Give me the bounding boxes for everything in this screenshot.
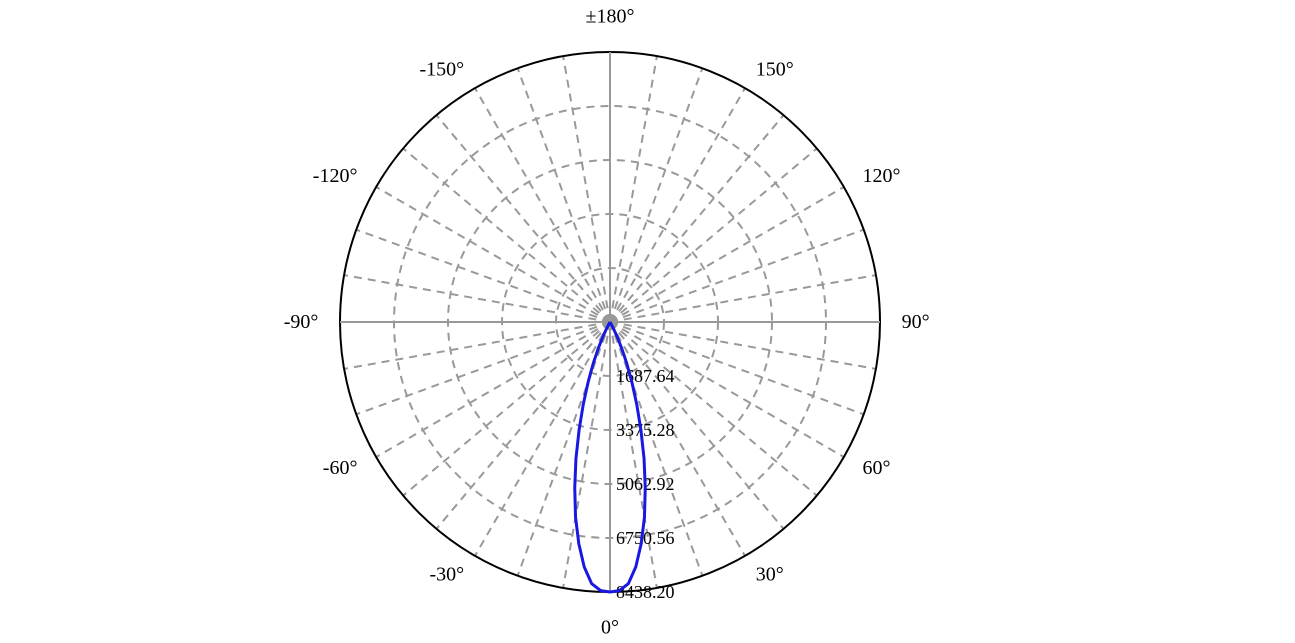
angle-label: 60° — [863, 457, 891, 479]
radial-tick-label: 6750.56 — [616, 528, 675, 548]
angle-label: 30° — [756, 564, 784, 586]
angle-label: 150° — [756, 58, 794, 80]
angle-label: -150° — [420, 58, 465, 80]
grid-spoke — [403, 148, 610, 322]
radial-tick-label: 1687.64 — [616, 366, 675, 386]
grid-spoke — [403, 322, 610, 496]
angle-label: 0° — [601, 617, 619, 639]
angle-label: -90° — [284, 311, 319, 333]
angle-label: -60° — [323, 457, 358, 479]
grid-spoke — [610, 115, 784, 322]
angle-label: 90° — [902, 311, 930, 333]
polar-chart-svg: 1687.643375.285062.926750.568438.20±180°… — [0, 0, 1295, 643]
grid-spoke — [436, 322, 610, 529]
grid-spoke — [610, 322, 817, 496]
angle-label: -30° — [430, 564, 465, 586]
grid-spoke — [610, 148, 817, 322]
radial-tick-label: 3375.28 — [616, 420, 675, 440]
angle-label: -120° — [313, 165, 358, 187]
polar-chart-container: 1687.643375.285062.926750.568438.20±180°… — [0, 0, 1295, 643]
angle-label: 120° — [863, 165, 901, 187]
angle-label: ±180° — [586, 5, 635, 27]
grid-spoke — [436, 115, 610, 322]
